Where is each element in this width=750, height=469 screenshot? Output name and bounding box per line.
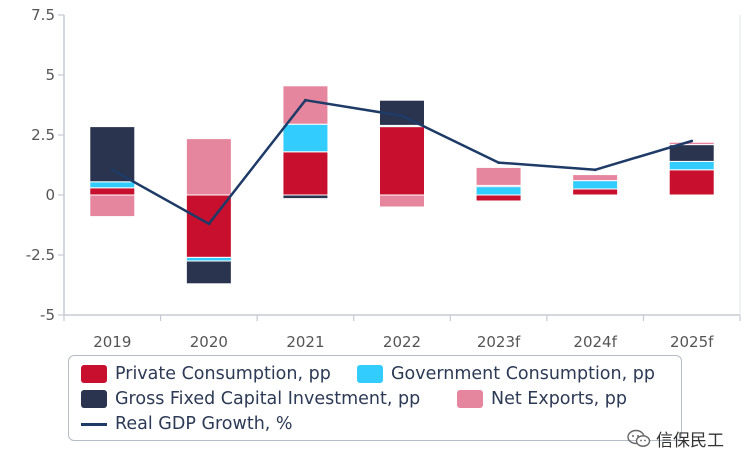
bar-net-exports-pp-2025f[interactable]	[668, 141, 715, 146]
y-tick-label: 7.5	[31, 6, 55, 24]
legend-label: Government Consumption, pp	[391, 364, 655, 384]
bar-net-exports-pp-2024f[interactable]	[572, 174, 619, 182]
bars	[89, 85, 715, 285]
legend-label: Real GDP Growth, %	[115, 414, 293, 434]
gdp-point-2020[interactable]	[207, 222, 211, 226]
x-axis-ticks: 2019 2020 2021 2022 2023f 2024f 2025f	[63, 315, 741, 351]
watermark-text: 信保民工	[656, 431, 724, 451]
x-tick-label: 2024f	[573, 333, 617, 351]
legend-swatch-net-exports	[457, 390, 483, 408]
legend-item-government-consumption[interactable]: Government Consumption, pp	[357, 364, 655, 384]
bar-gross-fixed-capital-investment-pp-2019[interactable]	[89, 126, 136, 183]
legend-label: Private Consumption, pp	[115, 364, 331, 384]
y-tick-label: 0	[45, 186, 55, 204]
x-tick-label: 2025f	[670, 333, 714, 351]
bar-private-consumption-pp-2021[interactable]	[282, 151, 329, 196]
legend-swatch-private-consumption	[81, 365, 107, 383]
bar-government-consumption-pp-2019[interactable]	[89, 181, 136, 189]
legend-item-net-exports[interactable]: Net Exports, pp	[457, 389, 627, 409]
bar-net-exports-pp-2023f[interactable]	[475, 166, 522, 186]
gdp-point-2025f[interactable]	[690, 139, 694, 143]
bar-private-consumption-pp-2019[interactable]	[89, 187, 136, 196]
y-tick-label: 2.5	[31, 126, 55, 144]
bar-gross-fixed-capital-investment-pp-2021[interactable]	[282, 194, 329, 200]
x-tick-label: 2019	[93, 333, 131, 351]
x-tick-label: 2023f	[477, 333, 521, 351]
watermark: 信保民工	[627, 426, 724, 451]
bar-government-consumption-pp-2024f[interactable]	[572, 180, 619, 190]
gdp-point-2022[interactable]	[400, 114, 404, 118]
bar-private-consumption-pp-2024f[interactable]	[572, 188, 619, 196]
y-tick-label: -2.5	[26, 246, 55, 264]
bar-government-consumption-pp-2020[interactable]	[185, 256, 232, 262]
bar-net-exports-pp-2022[interactable]	[379, 194, 425, 208]
legend: Private Consumption, pp Government Consu…	[68, 355, 682, 441]
wechat-icon	[627, 429, 651, 447]
bar-private-consumption-pp-2022[interactable]	[379, 126, 425, 196]
x-tick-label: 2020	[190, 333, 228, 351]
legend-item-private-consumption[interactable]: Private Consumption, pp	[81, 364, 331, 384]
y-tick-label: 5	[45, 66, 55, 84]
gdp-point-2019[interactable]	[110, 168, 114, 172]
x-tick-label: 2022	[383, 333, 421, 351]
gdp-point-2024f[interactable]	[593, 168, 597, 172]
x-tick-label: 2021	[286, 333, 324, 351]
bar-net-exports-pp-2019[interactable]	[89, 194, 136, 218]
y-axis-ticks: -5 -2.5 0 2.5 5 7.5	[26, 6, 64, 324]
gdp-line-layer	[110, 98, 694, 226]
legend-line-real-gdp-growth	[81, 422, 107, 426]
gdp-point-2023f[interactable]	[497, 161, 500, 165]
bar-private-consumption-pp-2025f[interactable]	[668, 169, 715, 196]
legend-label: Net Exports, pp	[491, 389, 628, 409]
bar-gross-fixed-capital-investment-pp-2020[interactable]	[185, 260, 232, 285]
gdp-point-2021[interactable]	[304, 98, 307, 102]
bar-government-consumption-pp-2021[interactable]	[282, 123, 329, 153]
legend-swatch-gross-fixed-capital-investment	[81, 390, 107, 408]
y-tick-label: -5	[40, 306, 55, 324]
bar-net-exports-pp-2020[interactable]	[185, 138, 232, 196]
bar-government-consumption-pp-2023f[interactable]	[475, 186, 522, 196]
legend-swatch-government-consumption	[357, 365, 383, 383]
bar-gross-fixed-capital-investment-pp-2025f[interactable]	[668, 144, 715, 162]
bar-private-consumption-pp-2023f[interactable]	[475, 194, 522, 202]
legend-item-gross-fixed-capital-investment[interactable]: Gross Fixed Capital Investment, pp	[81, 389, 420, 409]
bar-government-consumption-pp-2025f[interactable]	[668, 160, 715, 171]
legend-item-real-gdp-growth[interactable]: Real GDP Growth, %	[81, 414, 293, 434]
legend-label: Gross Fixed Capital Investment, pp	[115, 389, 421, 409]
